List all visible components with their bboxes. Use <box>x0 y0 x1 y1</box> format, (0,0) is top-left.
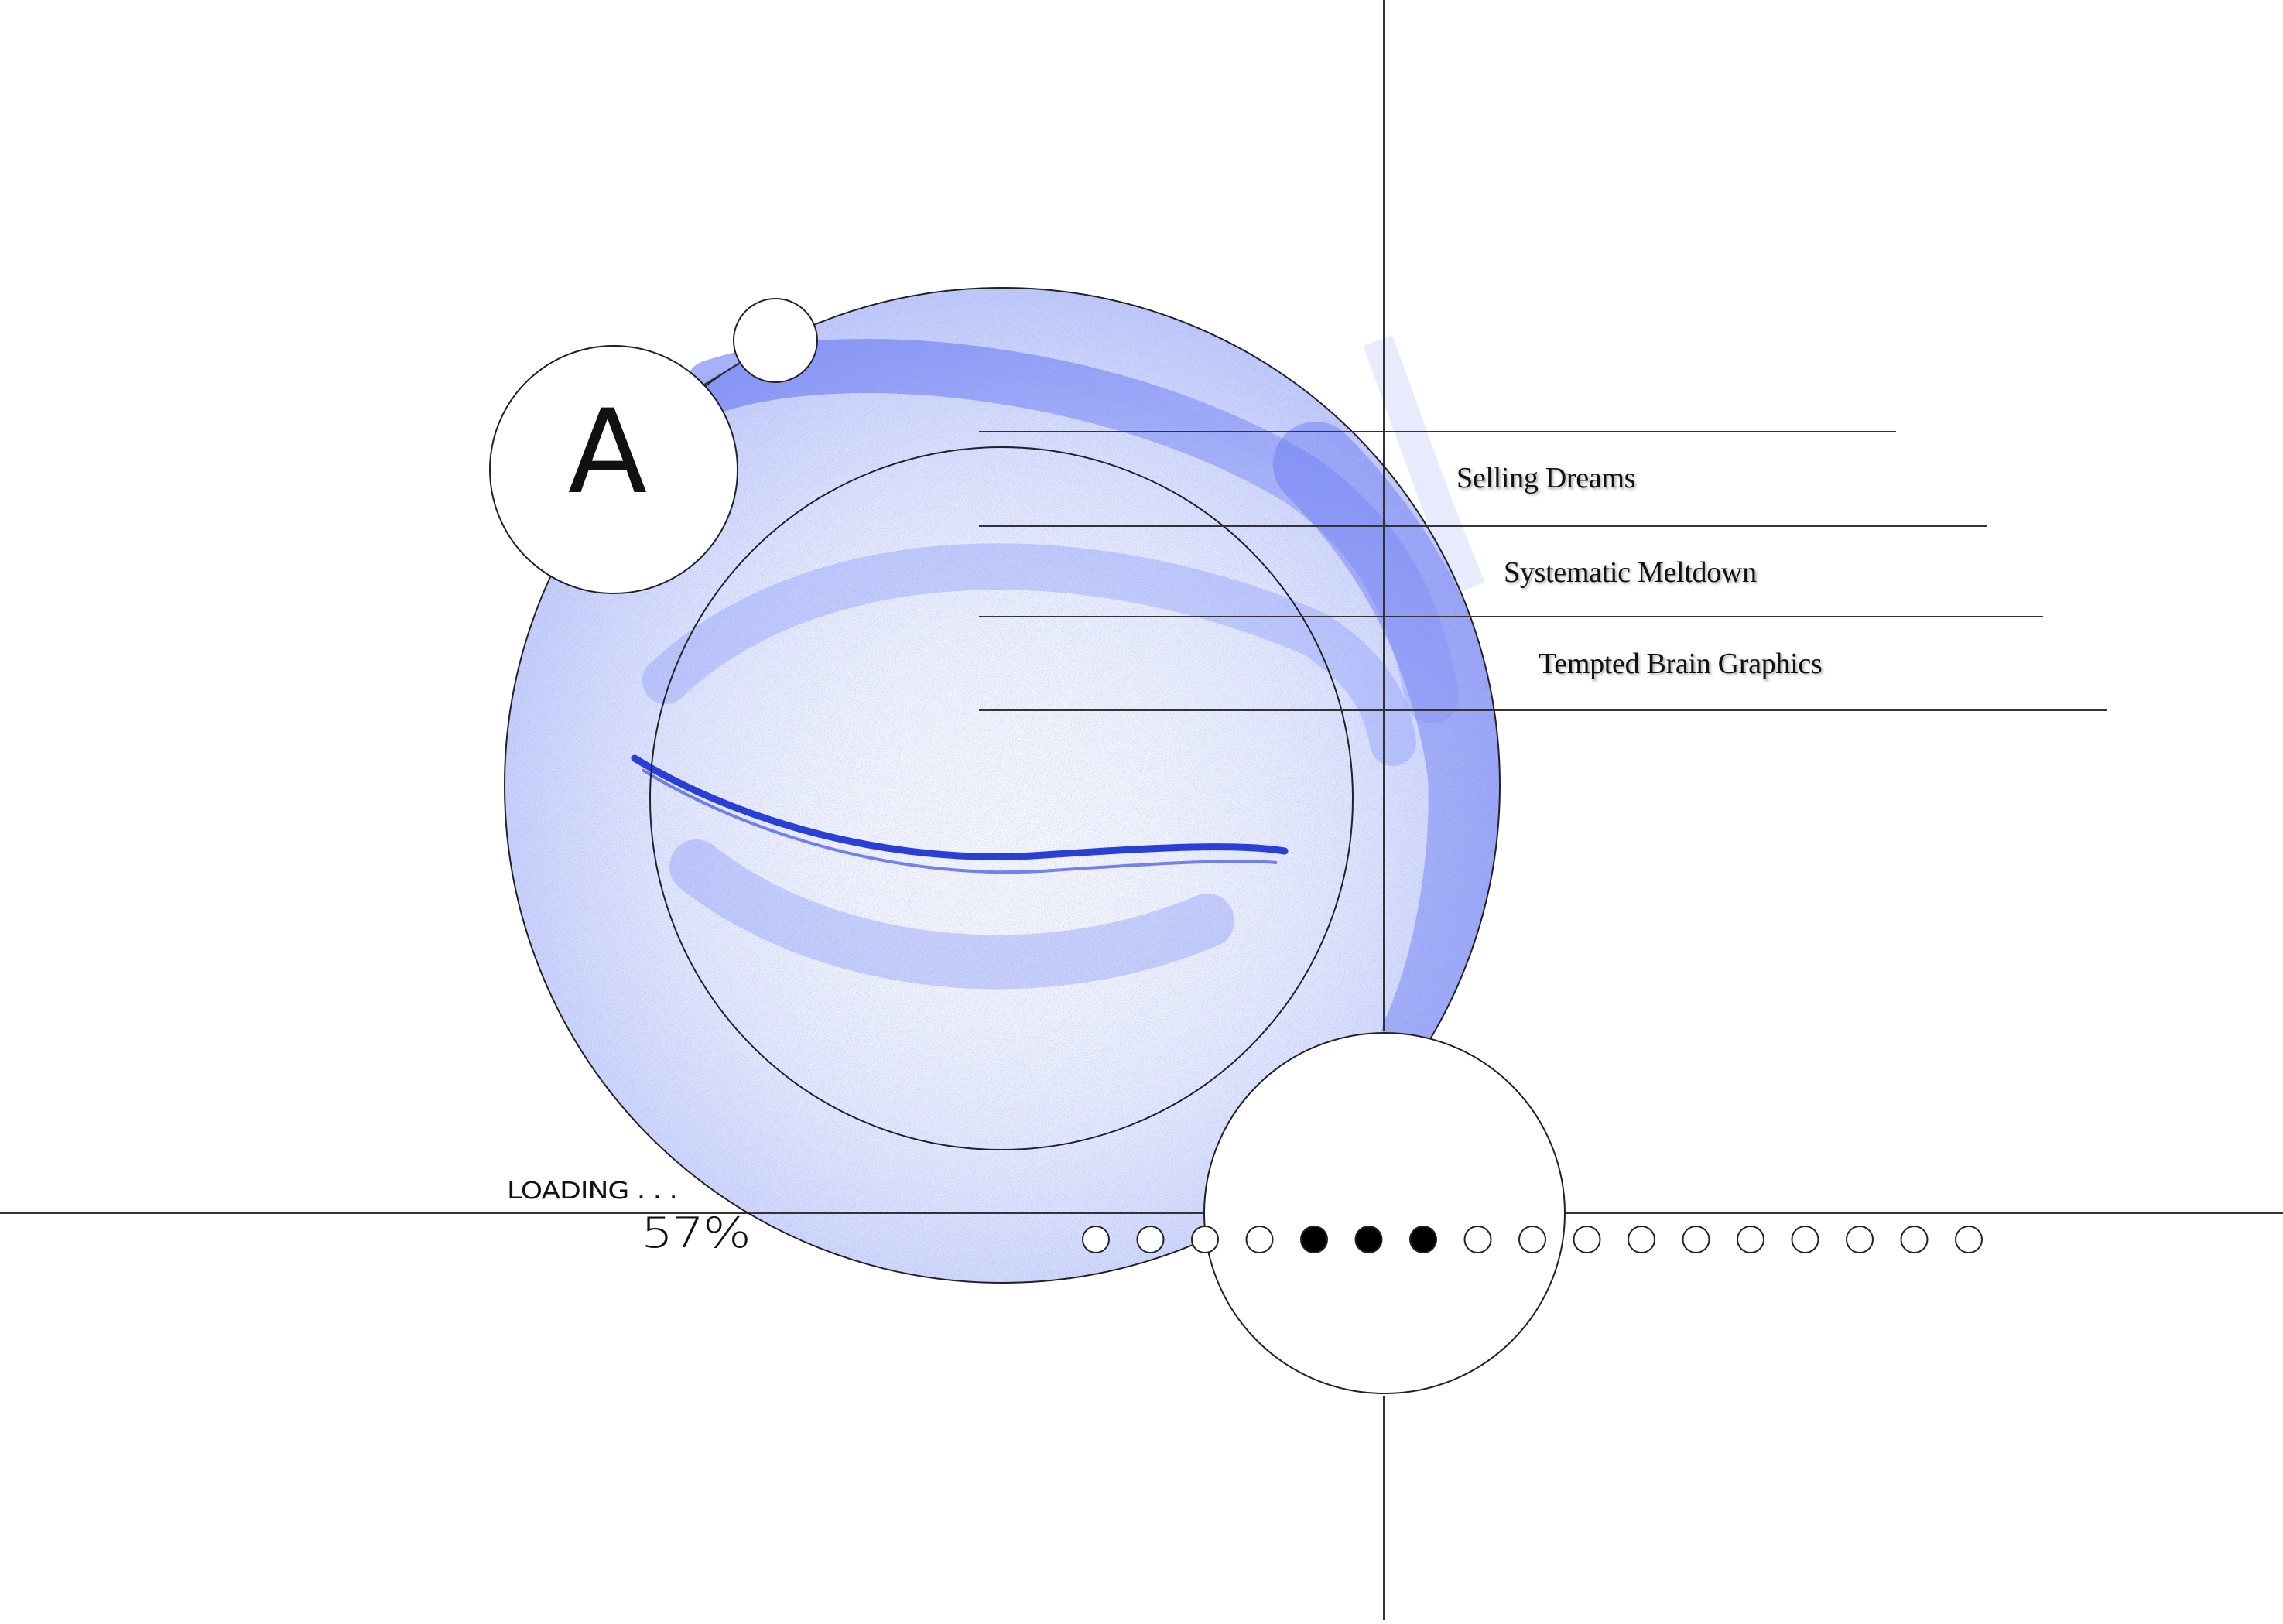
progress-dot-empty <box>1573 1226 1601 1253</box>
progress-dot-empty <box>1463 1226 1492 1253</box>
progress-dot-filled <box>1409 1226 1437 1253</box>
progress-dot-empty <box>1955 1226 1983 1253</box>
connector-line <box>700 363 740 388</box>
progress-dot-empty <box>1136 1226 1165 1253</box>
progress-dot-empty <box>1900 1226 1929 1253</box>
progress-dot-empty <box>1082 1226 1110 1253</box>
inner-ring <box>649 446 1354 1150</box>
loading-percentage: 57% <box>641 1209 751 1258</box>
progress-dot-empty <box>1191 1226 1219 1253</box>
progress-dot-empty <box>1245 1226 1274 1253</box>
outer-ring <box>504 287 1501 1284</box>
progress-dot-filled <box>1354 1226 1383 1253</box>
progress-dot-empty <box>1518 1226 1546 1253</box>
brand-logo-letter: A <box>567 385 648 520</box>
progress-dot-filled <box>1300 1226 1328 1253</box>
menu-item-systematic-meltdown[interactable]: Systematic Meltdown <box>1504 556 1757 589</box>
progress-dots <box>1082 1226 1983 1253</box>
progress-dot-empty <box>1682 1226 1710 1253</box>
menu-item-tempted-brain-graphics[interactable]: Tempted Brain Graphics <box>1539 648 1823 680</box>
hub-circle <box>1203 1032 1566 1394</box>
progress-dot-empty <box>1737 1226 1764 1253</box>
menu-item-selling-dreams[interactable]: Selling Dreams <box>1456 462 1636 494</box>
progress-dot-empty <box>1791 1226 1819 1253</box>
progress-dot-empty <box>1628 1226 1655 1253</box>
logo-badge[interactable] <box>489 345 738 594</box>
progress-dot-empty <box>1846 1226 1874 1253</box>
small-orbit-circle <box>733 298 818 383</box>
loading-label: LOADING . . . <box>507 1178 678 1205</box>
